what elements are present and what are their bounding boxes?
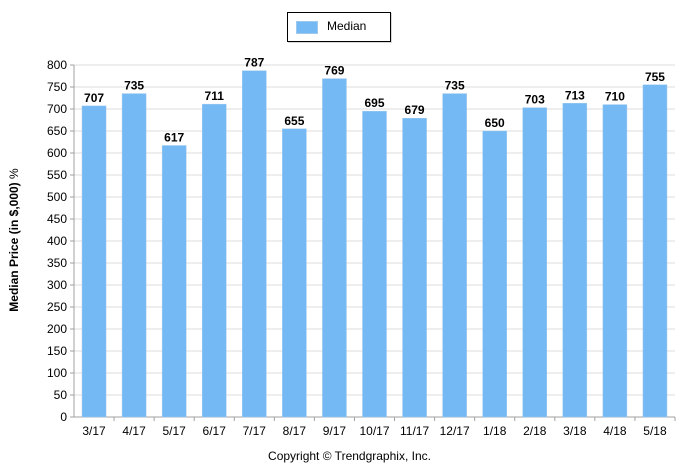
- bar: [362, 110, 387, 418]
- bar: [322, 78, 347, 418]
- x-tick-label: 7/17: [243, 424, 267, 438]
- y-tick-label: 350: [47, 256, 67, 270]
- y-tick-label: 200: [47, 322, 67, 336]
- bar-value-label: 679: [405, 103, 425, 117]
- legend-swatch-median: [296, 21, 318, 34]
- copyright-text: Copyright © Trendgraphix, Inc.: [268, 449, 431, 463]
- bar: [201, 103, 227, 418]
- x-tick-label: 12/17: [440, 424, 470, 438]
- y-tick-label: 400: [47, 234, 67, 248]
- bar: [602, 104, 628, 418]
- x-tick-label: 1/18: [483, 424, 507, 438]
- y-tick-label: 800: [47, 58, 67, 72]
- bar-value-label: 713: [565, 88, 585, 102]
- bar-value-label: 710: [605, 90, 625, 104]
- x-tick-label: 5/17: [162, 424, 186, 438]
- y-tick-label: 0: [60, 410, 67, 424]
- bar: [482, 130, 507, 418]
- legend-label-median: Median: [327, 19, 367, 33]
- x-tick-label: 9/17: [323, 424, 347, 438]
- bar-value-label: 735: [124, 79, 144, 93]
- x-tick-label: 6/17: [203, 424, 227, 438]
- y-tick-label: 750: [47, 80, 67, 94]
- bar: [522, 107, 548, 418]
- bar-value-label: 707: [84, 91, 104, 105]
- bar: [121, 93, 147, 418]
- x-tick-label: 2/18: [523, 424, 547, 438]
- x-tick-label: 8/17: [283, 424, 307, 438]
- bar-value-label: 755: [645, 70, 665, 84]
- bar-value-label: 711: [205, 89, 225, 103]
- x-tick-label: 10/17: [359, 424, 389, 438]
- bar: [282, 128, 307, 418]
- y-tick-label: 600: [47, 146, 67, 160]
- bar-value-label: 703: [525, 93, 545, 107]
- bar: [562, 103, 588, 418]
- bar: [161, 145, 187, 418]
- y-tick-label: 300: [47, 278, 67, 292]
- y-tick-label: 250: [47, 300, 67, 314]
- y-tick-label: 150: [47, 344, 67, 358]
- bar-value-label: 735: [445, 79, 465, 93]
- y-tick-label: 700: [47, 102, 67, 116]
- y-tick-label: 450: [47, 212, 67, 226]
- y-tick-label: 100: [47, 366, 67, 380]
- bar: [642, 84, 668, 418]
- bar-value-label: 695: [364, 96, 384, 110]
- y-tick-label: 500: [47, 190, 67, 204]
- bar-value-label: 650: [485, 116, 505, 130]
- y-tick-label: 550: [47, 168, 67, 182]
- bar: [81, 105, 107, 418]
- x-tick-label: 5/18: [643, 424, 667, 438]
- legend: Median: [287, 12, 391, 42]
- bar: [442, 93, 467, 418]
- y-tick-label: 50: [54, 388, 68, 402]
- bar: [242, 70, 267, 418]
- bar-value-label: 655: [284, 114, 304, 128]
- x-tick-label: 3/18: [563, 424, 587, 438]
- x-tick-label: 3/17: [82, 424, 106, 438]
- bar-value-label: 787: [244, 56, 264, 70]
- bar-value-label: 769: [324, 64, 344, 78]
- x-tick-label: 4/18: [603, 424, 627, 438]
- bar-value-label: 617: [164, 131, 184, 145]
- y-tick-label: 650: [47, 124, 67, 138]
- x-tick-label: 11/17: [400, 424, 429, 438]
- x-tick-label: 4/17: [122, 424, 146, 438]
- bar: [402, 117, 427, 418]
